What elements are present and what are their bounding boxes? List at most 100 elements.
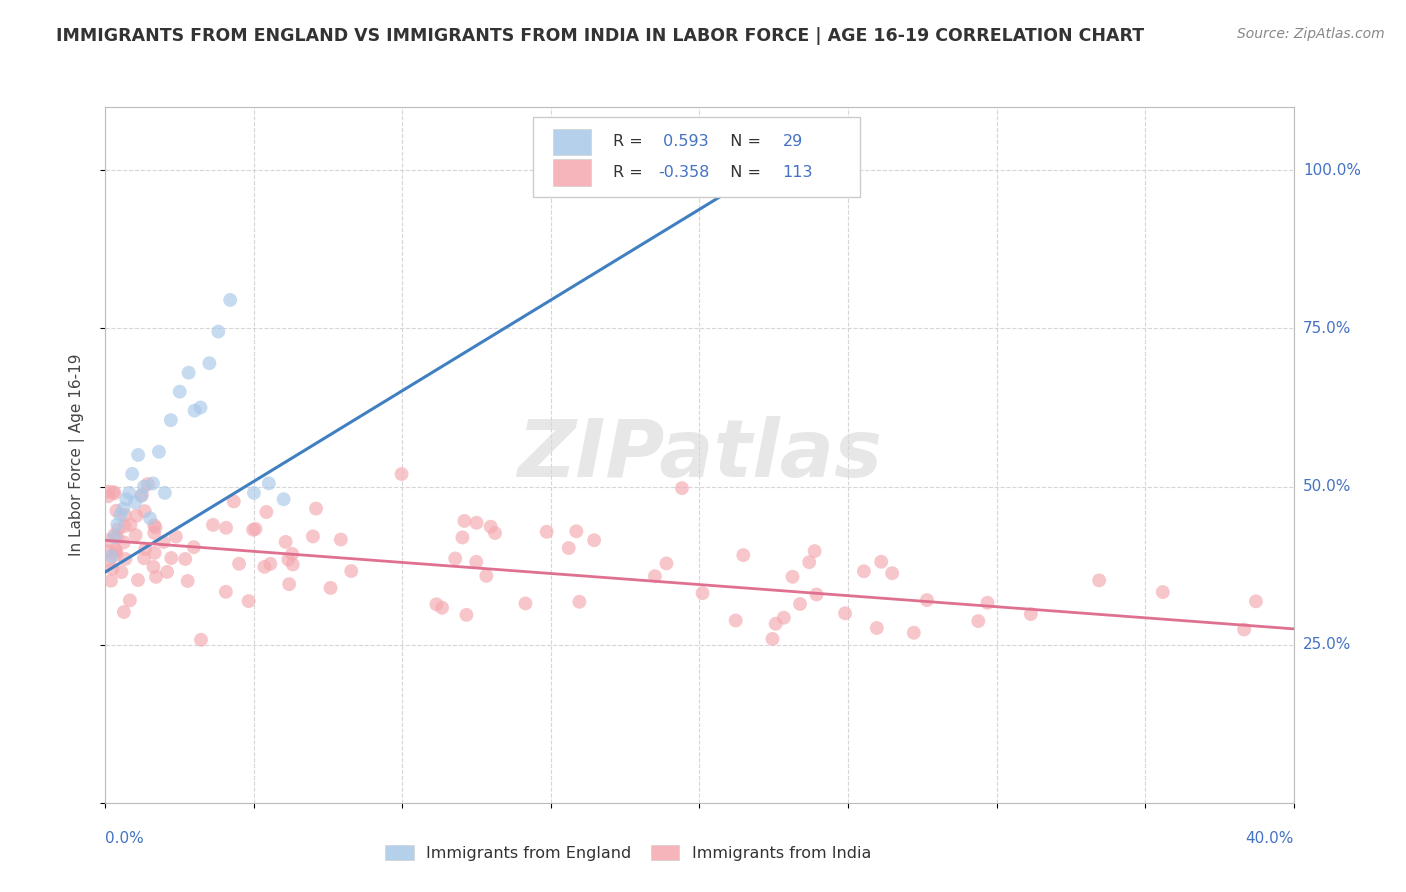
Point [105,504,128,518]
Point [118,593,141,607]
Point [724,614,747,628]
Point [1088,574,1111,588]
Point [866,621,889,635]
Point [789,597,811,611]
Point [201,517,224,532]
Point [391,467,413,481]
Text: R =: R = [613,165,648,180]
Point [134,504,156,518]
Point [915,593,938,607]
Point [97,489,120,503]
Point [139,511,162,525]
Text: 50.0%: 50.0% [1303,479,1351,494]
Point [257,476,280,491]
Text: IMMIGRANTS FROM ENGLAND VS IMMIGRANTS FROM INDIA IN LABOR FORCE | AGE 16-19 CORR: IMMIGRANTS FROM ENGLAND VS IMMIGRANTS FR… [56,27,1144,45]
Point [124,495,146,509]
Point [105,517,128,532]
Point [870,555,893,569]
Point [153,486,176,500]
Point [803,544,825,558]
Point [430,600,453,615]
Point [243,486,266,500]
Text: 0.593: 0.593 [658,135,709,149]
Point [536,524,558,539]
FancyBboxPatch shape [554,159,592,186]
Point [105,531,128,545]
Point [644,569,666,583]
Point [852,564,875,578]
Point [125,528,148,542]
Point [834,607,856,621]
Point [329,533,352,547]
Text: R =: R = [613,135,648,149]
Point [765,616,787,631]
Point [127,448,149,462]
Point [259,557,281,571]
Point [806,587,828,601]
Point [98,553,121,567]
Point [782,570,804,584]
Point [105,544,128,558]
Point [169,384,191,399]
Point [671,481,693,495]
Point [219,293,242,307]
Text: 75.0%: 75.0% [1303,321,1351,336]
Text: N =: N = [720,135,766,149]
Point [976,596,998,610]
Point [156,565,179,579]
Point [132,551,155,566]
Point [242,523,264,537]
Point [107,522,129,536]
Point [198,356,221,370]
Point [183,540,205,554]
Point [215,584,238,599]
Point [125,508,148,523]
Point [131,488,153,502]
Point [112,535,135,549]
Point [143,526,166,541]
Point [658,173,681,187]
Point [1152,585,1174,599]
Point [425,597,447,611]
Point [1019,607,1042,621]
Point [274,535,297,549]
Point [238,594,260,608]
Point [254,505,277,519]
Point [190,401,212,415]
Point [903,625,925,640]
Point [515,596,537,610]
Point [305,501,328,516]
Text: 113: 113 [783,165,813,180]
Point [174,552,197,566]
Point [799,555,821,569]
Text: 25.0%: 25.0% [1303,637,1351,652]
Point [100,574,122,588]
Point [160,551,183,566]
Point [444,551,467,566]
Point [103,530,125,544]
Point [479,519,502,533]
Point [451,531,474,545]
Point [97,533,120,548]
Point [882,566,904,581]
Point [177,366,200,380]
Point [733,548,755,562]
Point [121,467,143,481]
Point [159,413,181,427]
Point [281,558,304,572]
Point [253,559,276,574]
Point [718,160,741,174]
Point [583,533,606,548]
Point [692,586,714,600]
Point [112,501,135,516]
Point [1244,594,1267,608]
Point [110,508,132,522]
Point [118,486,141,500]
Point [207,325,229,339]
Point [302,529,325,543]
Point [176,574,198,588]
Text: ZIPatlas: ZIPatlas [517,416,882,494]
Point [97,544,120,558]
Point [245,522,267,536]
Point [127,573,149,587]
